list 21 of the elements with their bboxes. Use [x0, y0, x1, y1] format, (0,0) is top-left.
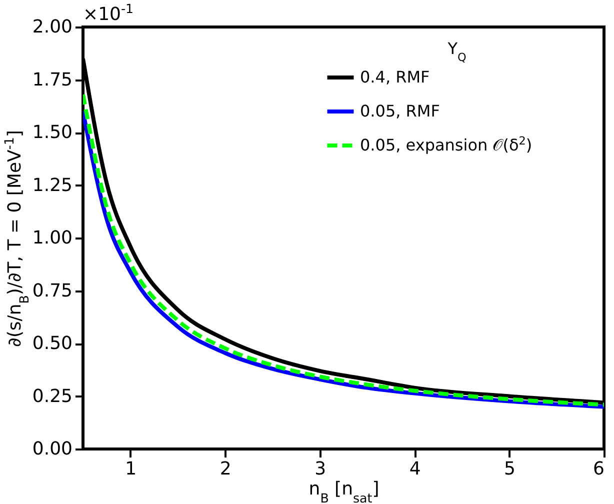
x-tick-label: 6	[593, 458, 604, 480]
text: ×10$^{-1}$	[83, 0, 134, 25]
x-tick-label: 1	[125, 458, 137, 480]
legend-label: 0.05, expansion 𝒪(δ$^{2}$)	[360, 134, 532, 154]
x-axis-title: n$_{B}$ [n$_{sat}$]	[308, 478, 380, 504]
x-tick-label: 2	[220, 458, 232, 480]
y-tick-label: 1.25	[32, 174, 72, 196]
x-tick-label: 3	[314, 458, 326, 480]
y-tick-label: 1.75	[32, 69, 72, 90]
y-tick-label: 2.00	[32, 16, 72, 38]
y-tick-label: 1.50	[32, 122, 72, 143]
x-tick-label: 5	[504, 458, 516, 480]
legend-label: 0.05, RMF	[360, 102, 440, 120]
legend-title: Y$_{Q}$	[446, 39, 466, 64]
y-tick-label: 0.25	[32, 386, 72, 407]
y-tick-label: 1.00	[32, 228, 72, 248]
legend-label: 0.4, RMF	[360, 68, 430, 86]
y-tick-label: 0.50	[32, 333, 72, 354]
x-tick-label: 4	[409, 458, 421, 480]
y-tick-label: 0.75	[32, 280, 72, 302]
y-tick-label: 0.00	[32, 438, 72, 460]
